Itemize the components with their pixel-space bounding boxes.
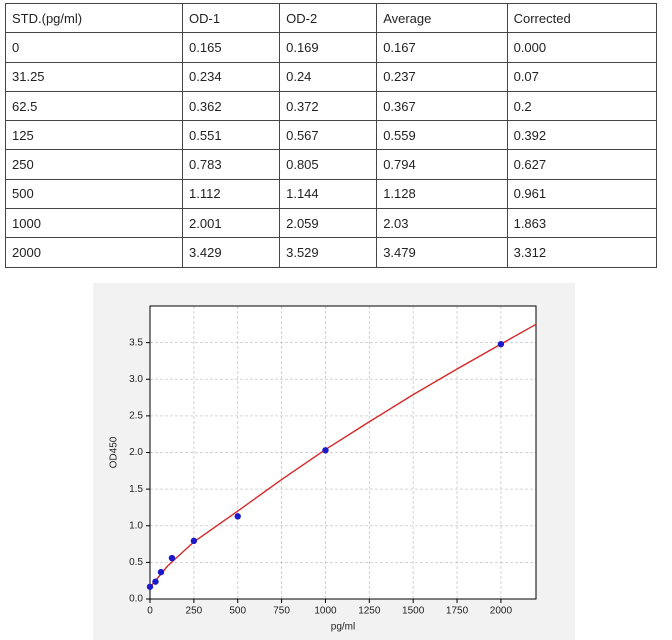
cell: 1000 [4,208,184,239]
cell: 0.234 [182,61,281,92]
chart: 0.0 0.5 1.0 1.5 2.0 2.5 3.0 3.5 0 250 500 750 1000 12… [93,283,575,640]
x-tick-label: 1000 [314,606,337,617]
x-tick-label: 250 [186,606,203,617]
cell: 0.2 [506,90,658,122]
cell: 0.627 [506,149,658,180]
point [157,568,165,576]
row: 2000 3.429 3.529 3.479 3.312 [4,237,658,268]
row: 31.25 0.234 0.24 0.237 0.07 [4,61,658,92]
cell: 0.367 [376,90,508,122]
cell: 1.128 [376,178,508,210]
cell: 2.03 [376,208,508,239]
x-tick-label: 2000 [490,606,513,617]
y-tick-label: 1.5 [129,484,143,495]
cell: 1.112 [182,178,281,210]
cell: 0.961 [506,178,658,210]
cell: 31.25 [4,61,184,92]
cell: 2.001 [182,208,281,239]
cell: 0.000 [506,32,658,63]
x-axis-label: pg/ml [331,622,355,633]
cell: 0.372 [279,90,378,122]
x-tick-label: 1750 [446,606,469,617]
cell: 250 [4,149,184,180]
cell: 500 [4,178,184,210]
point [234,513,241,520]
header-row: STD.(pg/ml) OD-1 OD-2 Average Corrected [4,2,658,34]
y-tick-label: 2.0 [129,447,143,458]
cell: 0.805 [279,149,378,180]
point [152,578,159,585]
point [322,447,329,454]
header-cell: OD-2 [279,2,378,34]
cell: 0 [4,32,184,63]
row: 0 0.165 0.169 0.167 0.000 [4,32,658,63]
cell: 0.237 [376,61,508,92]
point [146,583,154,590]
x-tick-label: 0 [147,606,153,617]
x-tick-label: 1250 [358,606,381,617]
cell: 0.551 [182,120,281,151]
y-tick-label: 3.5 [129,337,143,348]
cell: 0.783 [182,149,281,180]
plot-frame [149,305,537,600]
x-tick-label: 750 [273,606,290,617]
cell: 0.167 [376,32,508,63]
row: 500 1.112 1.144 1.128 0.961 [4,178,658,210]
cell: 2000 [4,237,184,268]
x-tick-label: 1500 [402,606,425,617]
row: 62.5 0.362 0.372 0.367 0.2 [4,90,658,122]
cell: 3.479 [376,237,508,268]
point [168,554,176,562]
cell: 0.794 [376,149,508,180]
header-cell: Average [376,2,508,34]
y-tick-label: 3.0 [129,374,143,385]
point [190,537,198,545]
cell: 62.5 [4,90,184,122]
x-tick-label: 500 [229,606,246,617]
y-tick-label: 1.0 [129,520,143,531]
cell: 3.312 [506,237,658,268]
cell: 0.567 [279,120,378,151]
point [497,340,505,348]
row: 250 0.783 0.805 0.794 0.627 [4,149,658,180]
cell: 0.392 [506,120,658,151]
y-tick-label: 0.0 [129,594,143,605]
y-tick-label: 2.5 [129,411,143,422]
cell: 3.429 [182,237,281,268]
cell: 3.529 [279,237,378,268]
y-axis-label: OD450 [109,436,120,468]
cell: 125 [4,120,184,151]
cell: 1.863 [506,208,658,239]
cell: 0.559 [376,120,508,151]
cell: 0.07 [506,61,658,92]
header-cell: OD-1 [182,2,281,34]
cell: 1.144 [279,178,378,210]
header-cell: STD.(pg/ml) [4,2,184,34]
cell: 0.24 [279,61,378,92]
row: 125 0.551 0.567 0.559 0.392 [4,120,658,151]
cell: 2.059 [279,208,378,239]
data-table: STD.(pg/ml) OD-1 OD-2 Average Corrected 0 0.16… [4,2,658,268]
y-tick-label: 0.5 [129,557,143,568]
header-cell: Corrected [506,2,658,34]
cell: 0.165 [182,32,281,63]
row: 1000 2.001 2.059 2.03 1.863 [4,208,658,239]
cell: 0.362 [182,90,281,122]
cell: 0.169 [279,32,378,63]
